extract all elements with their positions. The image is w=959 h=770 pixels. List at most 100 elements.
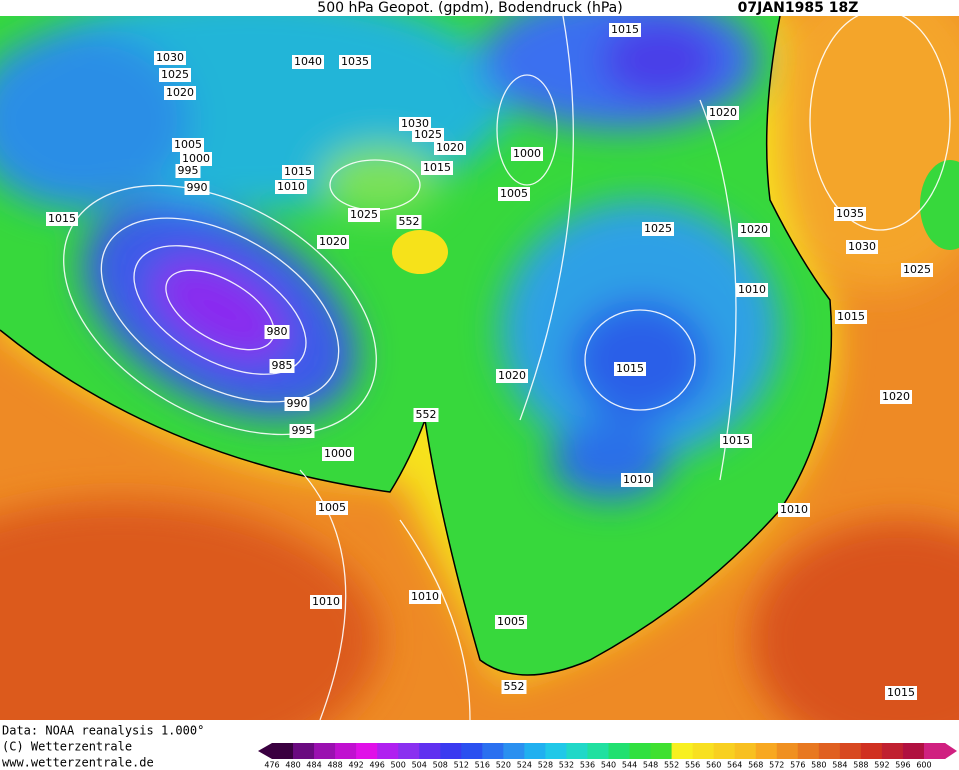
colorbar-label: 536 — [580, 761, 595, 770]
colorbar-label: 524 — [517, 761, 532, 770]
colorbar-label: 516 — [475, 761, 490, 770]
label-box — [621, 473, 653, 487]
label-box — [282, 165, 314, 179]
footer: Data: NOAA reanalysis 1.000° (C) Wetterze… — [2, 724, 204, 770]
colorbar-swatch — [293, 743, 315, 759]
colorbar-swatch — [671, 743, 694, 759]
colorbar-swatch — [419, 743, 441, 759]
label-box — [495, 615, 527, 629]
isobar-label: 1010 — [738, 283, 766, 296]
label-box — [901, 263, 933, 277]
colorbar-swatch — [797, 743, 820, 759]
colorbar-swatch — [692, 743, 715, 759]
colorbar-label: 484 — [306, 761, 321, 770]
colorbar-swatch — [650, 743, 673, 759]
colorbar-label: 556 — [685, 761, 700, 770]
colorbar-swatch — [482, 743, 504, 759]
colorbar-label: 588 — [853, 761, 868, 770]
label-box — [396, 215, 422, 229]
isobar-label: 1020 — [319, 235, 347, 248]
isobar-label: 990 — [287, 397, 308, 410]
colorbar-label: 512 — [454, 761, 469, 770]
isobar-label: 1015 — [616, 362, 644, 375]
colorbar-label: 532 — [559, 761, 574, 770]
label-box — [642, 222, 674, 236]
label-box — [399, 117, 431, 131]
isobar-label: 1020 — [166, 86, 194, 99]
isobar-label: 1005 — [500, 187, 528, 200]
label-box — [846, 240, 878, 254]
isobar-label: 1015 — [837, 310, 865, 323]
label-box — [609, 23, 641, 37]
colorbar-swatch — [608, 743, 631, 759]
isobar-labels: 1030 1040 10351015102510201020103010251020… — [46, 23, 933, 700]
isobar-label: 552 — [399, 215, 420, 228]
colorbar-arrow — [945, 743, 957, 759]
label-box — [184, 181, 210, 195]
colorbar-label: 572 — [769, 761, 784, 770]
label-box — [707, 106, 739, 120]
isobar-label: 1020 — [740, 223, 768, 236]
isobar-label: 1010 — [623, 473, 651, 486]
colorbar-label: 488 — [327, 761, 342, 770]
label-box — [434, 141, 466, 155]
label-box — [412, 128, 444, 142]
label-box — [164, 86, 196, 100]
isobar-label: 1035 — [836, 207, 864, 220]
isobar-label: 1000 — [513, 147, 541, 160]
colorbar-label: 528 — [538, 761, 553, 770]
map-title: 500 hPa Geopot. (gpdm), Bodendruck (hPa) — [317, 0, 622, 16]
label-box — [175, 164, 201, 178]
colorbar-swatch — [713, 743, 736, 759]
colorbar-label: 540 — [601, 761, 616, 770]
label-box — [46, 212, 78, 226]
label-box — [885, 686, 917, 700]
label-box — [348, 208, 380, 222]
colorbar-label: 596 — [895, 761, 910, 770]
colorbar-label: 504 — [412, 761, 427, 770]
label-box — [614, 362, 646, 376]
colorbar-swatch — [335, 743, 357, 759]
colorbar-label: 568 — [748, 761, 763, 770]
isobar-label: 1000 — [182, 152, 210, 165]
colorbar-swatch — [524, 743, 546, 759]
isobar-label: 1010 — [780, 503, 808, 516]
label-box — [835, 310, 867, 324]
colorbar: 476 480 484 488 492 496 500 504 508 512 516 520 524 5… — [258, 743, 957, 770]
isobar-label: 1040 — [294, 55, 322, 68]
colorbar-label: 508 — [433, 761, 448, 770]
label-box — [172, 138, 204, 152]
colorbar-label: 560 — [706, 761, 721, 770]
isobar-label: 1005 — [318, 501, 346, 514]
colorbar-swatch — [440, 743, 462, 759]
isobar-label: 1015 — [887, 686, 915, 699]
colorbar-swatch — [734, 743, 757, 759]
colorbar-swatch — [377, 743, 399, 759]
label-box — [269, 359, 295, 373]
label-box — [496, 369, 528, 383]
label-box — [275, 180, 307, 194]
label-box — [834, 207, 866, 221]
map-date: 07JAN1985 18Z — [738, 0, 859, 16]
isobar-label: 1035 — [341, 55, 369, 68]
colorbar-label: 548 — [643, 761, 658, 770]
label-box — [316, 501, 348, 515]
label-box — [317, 235, 349, 249]
isobar-label: 1020 — [498, 369, 526, 382]
isobar-label: 1015 — [423, 161, 451, 174]
isobar-label: 980 — [267, 325, 288, 338]
label-box — [738, 223, 770, 237]
footer-line: Data: NOAA reanalysis 1.000° — [2, 724, 204, 738]
label-box — [339, 55, 371, 69]
colorbar-label: 584 — [832, 761, 847, 770]
colorbar-label: 476 — [264, 761, 279, 770]
label-box — [880, 390, 912, 404]
isobar-label: 1025 — [161, 68, 189, 81]
colorbar-swatch — [566, 743, 588, 759]
label-box — [284, 397, 310, 411]
colorbar-swatch — [629, 743, 652, 759]
isobar-label: 1030 — [156, 51, 184, 64]
isobar-label: 552 — [504, 680, 525, 693]
